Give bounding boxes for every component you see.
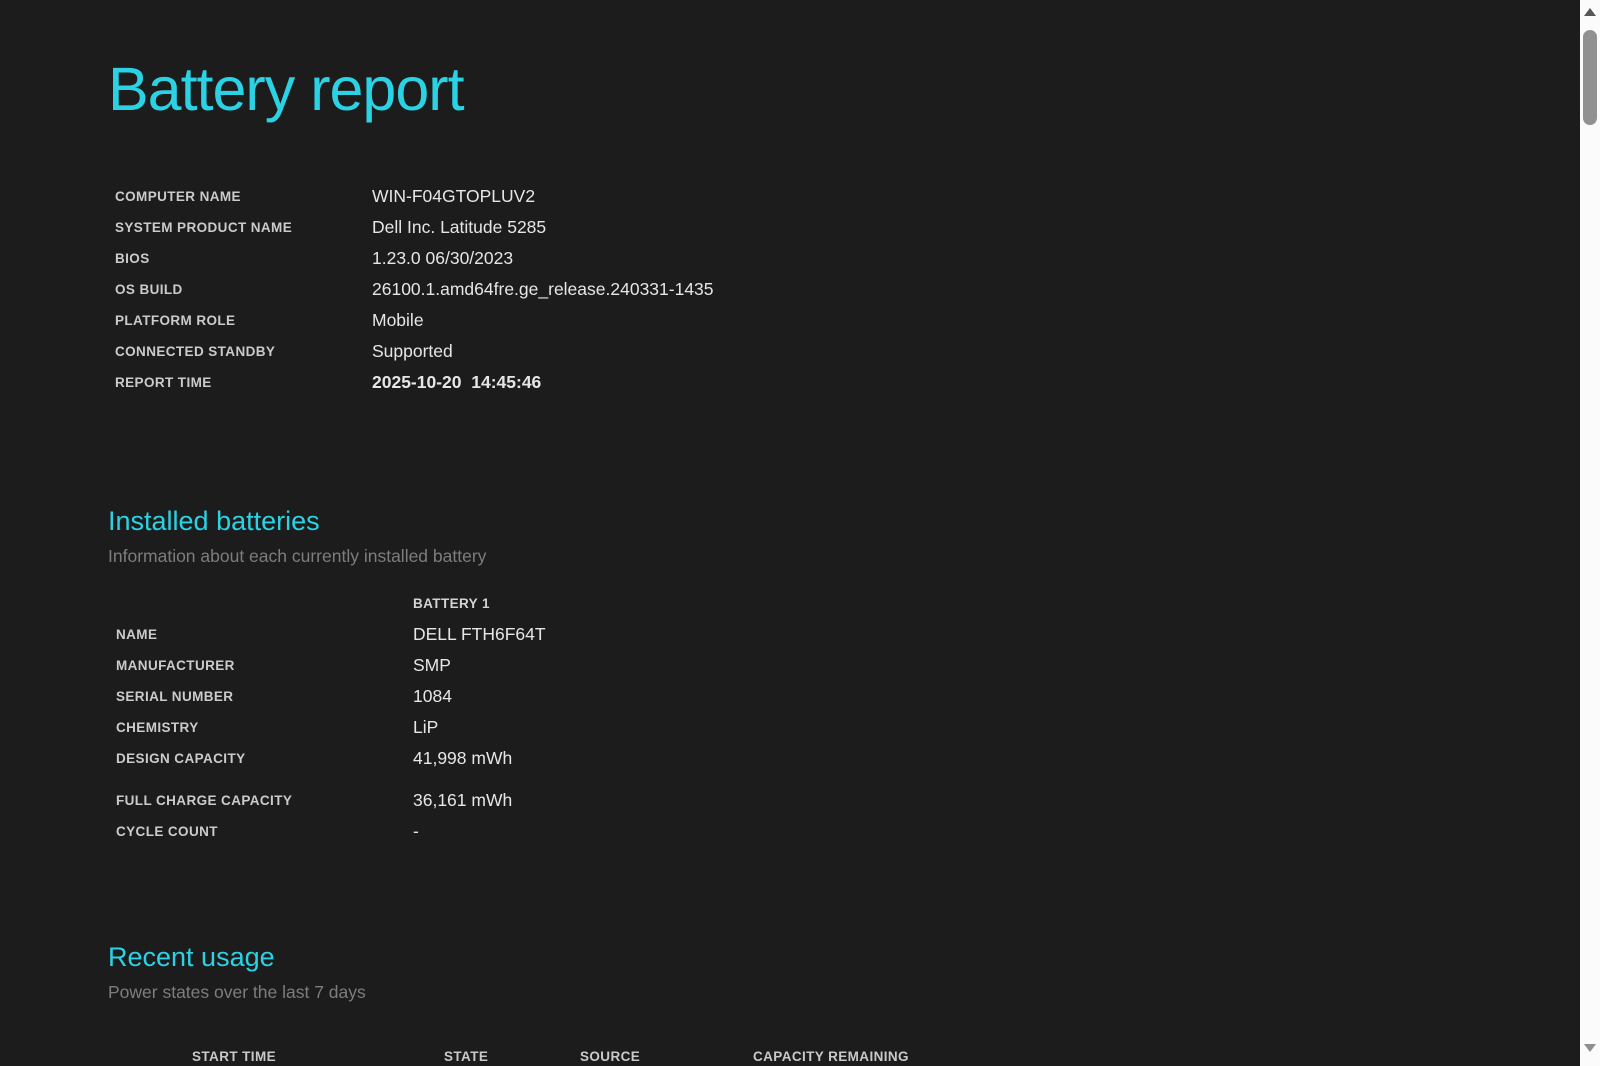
installed-batteries-section: Installed batteries Information about ea… xyxy=(0,505,1580,847)
capacity-remaining-column-header: CAPACITY REMAINING xyxy=(753,1048,909,1064)
table-row: MANUFACTURER SMP xyxy=(116,650,1580,681)
bios-value: 1.23.0 06/30/2023 xyxy=(372,248,514,269)
source-column-header: SOURCE xyxy=(580,1048,641,1064)
full-charge-capacity-value: 36,161 mWh xyxy=(413,790,513,811)
chemistry-label: CHEMISTRY xyxy=(116,720,199,736)
recent-usage-heading: Recent usage xyxy=(108,942,275,973)
cycle-count-label: CYCLE COUNT xyxy=(116,824,218,840)
table-row: SYSTEM PRODUCT NAME Dell Inc. Latitude 5… xyxy=(115,212,1580,243)
battery-details-table: BATTERY 1 NAME DELL FTH6F64T MANUFACTURE… xyxy=(116,588,1580,847)
serial-number-label: SERIAL NUMBER xyxy=(116,689,234,705)
installed-batteries-subtitle: Information about each currently install… xyxy=(108,546,487,567)
design-capacity-label: DESIGN CAPACITY xyxy=(116,751,246,767)
platform-role-label: PLATFORM ROLE xyxy=(115,313,236,329)
table-row: COMPUTER NAME WIN-F04GTOPLUV2 xyxy=(115,181,1580,212)
up-arrow-icon xyxy=(1584,8,1596,16)
connected-standby-label: CONNECTED STANDBY xyxy=(115,344,276,360)
os-build-label: OS BUILD xyxy=(115,282,183,298)
recent-usage-subtitle: Power states over the last 7 days xyxy=(108,981,366,1002)
chemistry-value: LiP xyxy=(413,717,439,738)
design-capacity-value: 41,998 mWh xyxy=(413,748,513,769)
report-time-label: REPORT TIME xyxy=(115,375,212,391)
manufacturer-value: SMP xyxy=(413,655,451,676)
recent-usage-table-header-row: START TIME STATE SOURCE CAPACITY REMAINI… xyxy=(0,1049,1580,1066)
scroll-down-button[interactable] xyxy=(1580,1038,1600,1058)
installed-batteries-heading: Installed batteries xyxy=(108,506,320,537)
table-header-row: BATTERY 1 xyxy=(116,588,1580,619)
recent-usage-section: Recent usage Power states over the last … xyxy=(0,941,1580,1066)
state-column-header: STATE xyxy=(444,1048,489,1064)
platform-role-value: Mobile xyxy=(372,310,424,331)
serial-number-value: 1084 xyxy=(413,686,452,707)
system-product-name-label: SYSTEM PRODUCT NAME xyxy=(115,220,293,236)
scroll-up-button[interactable] xyxy=(1580,2,1600,22)
full-charge-capacity-label: FULL CHARGE CAPACITY xyxy=(116,793,293,809)
os-build-value: 26100.1.amd64fre.ge_release.240331-1435 xyxy=(372,279,714,300)
scrollbar-thumb[interactable] xyxy=(1583,30,1597,125)
table-row: CONNECTED STANDBY Supported xyxy=(115,336,1580,367)
computer-name-label: COMPUTER NAME xyxy=(115,189,241,205)
report-time-value: 2025-10-20 14:45:46 xyxy=(372,372,542,393)
computer-name-value: WIN-F04GTOPLUV2 xyxy=(372,186,536,207)
table-row: DESIGN CAPACITY 41,998 mWh xyxy=(116,743,1580,774)
system-product-name-value: Dell Inc. Latitude 5285 xyxy=(372,217,547,238)
page-title: Battery report xyxy=(108,55,465,123)
table-row: BIOS 1.23.0 06/30/2023 xyxy=(115,243,1580,274)
down-arrow-icon xyxy=(1584,1044,1596,1052)
connected-standby-value: Supported xyxy=(372,341,453,362)
battery-name-value: DELL FTH6F64T xyxy=(413,624,546,645)
table-row: CHEMISTRY LiP xyxy=(116,712,1580,743)
start-time-column-header: START TIME xyxy=(192,1048,276,1064)
cycle-count-value: - xyxy=(413,821,419,842)
table-row: PLATFORM ROLE Mobile xyxy=(115,305,1580,336)
manufacturer-label: MANUFACTURER xyxy=(116,658,235,674)
vertical-scrollbar[interactable] xyxy=(1580,0,1600,1066)
system-info-table: COMPUTER NAME WIN-F04GTOPLUV2 SYSTEM PRO… xyxy=(115,181,1580,398)
battery-1-column-header: BATTERY 1 xyxy=(413,596,490,612)
table-row: REPORT TIME 2025-10-20 14:45:46 xyxy=(115,367,1580,398)
table-row: SERIAL NUMBER 1084 xyxy=(116,681,1580,712)
table-row: CYCLE COUNT - xyxy=(116,816,1580,847)
battery-name-label: NAME xyxy=(116,627,158,643)
bios-label: BIOS xyxy=(115,251,150,267)
table-row: OS BUILD 26100.1.amd64fre.ge_release.240… xyxy=(115,274,1580,305)
table-row: FULL CHARGE CAPACITY 36,161 mWh xyxy=(116,785,1580,816)
table-row: NAME DELL FTH6F64T xyxy=(116,619,1580,650)
